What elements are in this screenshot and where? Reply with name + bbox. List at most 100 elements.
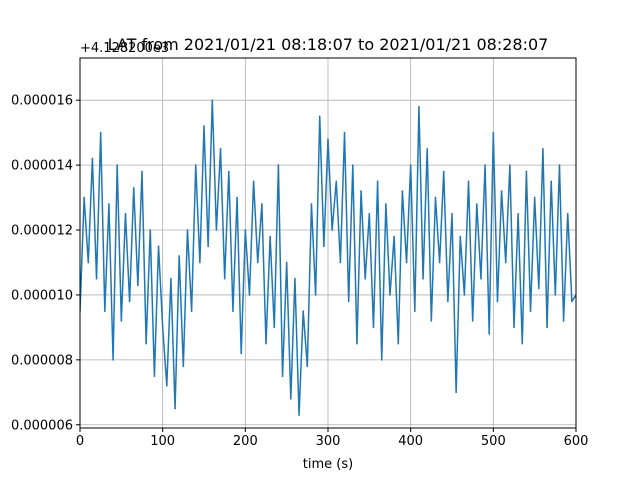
data-point [562,320,565,322]
data-point [314,294,317,296]
y-tick-label: 0.000014 [11,159,73,174]
data-point [492,131,495,134]
data-point [145,342,147,345]
data-point [120,320,123,322]
data-point [459,235,462,238]
data-point [422,277,424,280]
y-tick-label: 0.000010 [11,288,73,303]
data-point [558,164,561,166]
data-point [525,170,528,173]
data-point [261,203,263,205]
data-point [104,310,106,312]
data-point [219,148,222,150]
data-point [356,342,358,345]
y-tick-label: 0.000008 [11,353,73,368]
data-point [513,326,515,329]
data-point [269,235,271,238]
data-point [170,277,172,280]
data-point [467,180,470,183]
data-point [108,203,110,205]
data-point [504,261,507,264]
data-point [376,180,379,183]
data-point [223,277,226,280]
data-point [550,180,552,183]
data-point [298,414,300,416]
data-point [480,277,482,280]
data-point [434,196,437,199]
data-point [273,326,276,329]
data-point [290,397,292,400]
data-point [438,261,441,264]
data-point [496,300,499,303]
data-point [335,180,338,183]
data-point [484,164,486,166]
series-layer [80,99,576,416]
data-point [277,164,280,166]
x-tick-label: 300 [316,434,341,449]
x-tick-label: 500 [481,434,506,449]
data-point [352,164,354,166]
data-point [323,245,325,248]
data-point [414,310,416,312]
data-point [91,157,94,160]
data-point [83,196,85,199]
data-point [347,300,350,303]
data-point [339,261,342,264]
data-point [380,359,383,361]
data-point [190,310,193,312]
data-point [306,365,309,368]
data-point [451,212,453,215]
data-point [87,261,90,264]
data-point [182,365,185,368]
data-point [244,229,247,231]
data-point [529,310,532,312]
data-point [228,170,230,173]
data-point [215,229,218,231]
y-offset-label: +4.128200e3 [80,41,169,56]
y-tick-label: 0.000016 [11,94,73,109]
data-point [455,391,457,394]
data-point [178,255,180,257]
x-tick-label: 400 [398,434,423,449]
data-point [521,342,524,345]
data-point [318,115,321,118]
data-point [397,342,400,345]
data-point [240,352,242,355]
data-point [430,320,433,322]
data-point [199,261,201,264]
data-point [99,131,102,134]
data-point [401,190,404,192]
data-point [137,284,139,286]
data-point [174,407,176,410]
data-point [203,125,205,127]
x-tick-label: 100 [150,434,175,449]
data-point [186,229,189,231]
data-point [256,261,259,264]
data-point [236,196,238,199]
data-point [211,99,214,101]
data-point [418,105,420,108]
data-point [302,310,305,312]
data-point [542,148,544,150]
data-point [95,277,98,280]
data-point [252,180,255,183]
data-point [368,212,371,215]
data-point [124,212,127,215]
data-point [442,170,445,173]
data-point [426,148,429,150]
data-point [509,164,511,166]
data-point [372,326,375,329]
data-point [310,203,313,205]
data-point [476,203,478,205]
data-point [157,245,160,248]
x-axis-label: time (s) [303,457,353,472]
data-point [533,196,536,199]
data-point [471,320,474,322]
data-point [132,187,135,189]
data-point [488,333,491,335]
data-point [546,326,548,329]
y-tick-label: 0.000012 [11,224,73,239]
data-point [294,277,296,280]
x-tick-label: 0 [76,434,84,449]
